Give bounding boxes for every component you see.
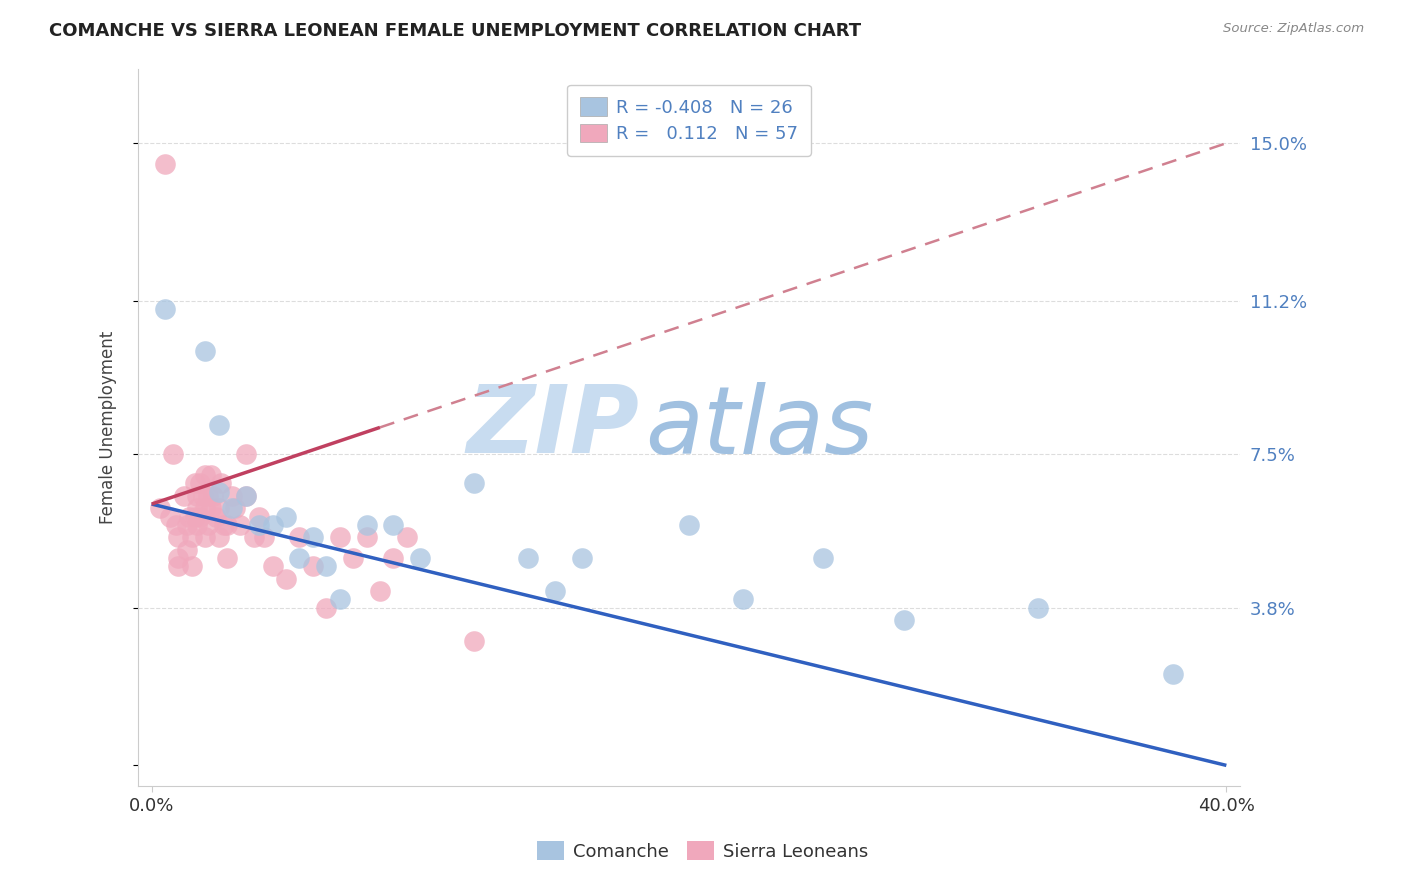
Point <box>208 501 231 516</box>
Point <box>188 476 211 491</box>
Legend: R = -0.408   N = 26, R =   0.112   N = 57: R = -0.408 N = 26, R = 0.112 N = 57 <box>567 85 811 156</box>
Point <box>183 476 205 491</box>
Point <box>247 509 270 524</box>
Point <box>262 517 284 532</box>
Point <box>200 501 222 516</box>
Point <box>208 418 231 433</box>
Point <box>463 634 485 648</box>
Point <box>202 489 225 503</box>
Point <box>274 509 297 524</box>
Point <box>194 343 217 358</box>
Point <box>382 551 405 566</box>
Legend: Comanche, Sierra Leoneans: Comanche, Sierra Leoneans <box>529 832 877 870</box>
Point <box>208 530 231 544</box>
Point <box>200 468 222 483</box>
Point <box>1161 667 1184 681</box>
Point <box>395 530 418 544</box>
Point <box>167 559 190 574</box>
Point <box>197 489 219 503</box>
Point <box>197 517 219 532</box>
Text: atlas: atlas <box>645 382 873 473</box>
Point <box>571 551 593 566</box>
Point <box>731 592 754 607</box>
Point <box>356 517 378 532</box>
Point <box>1026 600 1049 615</box>
Point <box>813 551 835 566</box>
Point <box>186 489 208 503</box>
Point <box>288 551 311 566</box>
Point <box>179 509 201 524</box>
Point <box>194 468 217 483</box>
Point <box>288 530 311 544</box>
Point <box>224 501 246 516</box>
Point <box>221 489 243 503</box>
Y-axis label: Female Unemployment: Female Unemployment <box>100 331 117 524</box>
Point <box>194 530 217 544</box>
Point <box>183 509 205 524</box>
Point <box>678 517 700 532</box>
Point <box>176 517 198 532</box>
Point <box>162 447 184 461</box>
Point <box>212 517 235 532</box>
Point <box>153 302 176 317</box>
Point <box>153 157 176 171</box>
Point <box>342 551 364 566</box>
Point <box>274 572 297 586</box>
Point <box>329 592 352 607</box>
Point <box>247 517 270 532</box>
Point <box>215 517 238 532</box>
Point <box>368 584 391 599</box>
Point <box>302 530 325 544</box>
Point <box>167 551 190 566</box>
Point <box>356 530 378 544</box>
Point <box>315 600 337 615</box>
Point <box>253 530 276 544</box>
Point <box>409 551 432 566</box>
Point <box>186 501 208 516</box>
Point <box>315 559 337 574</box>
Point <box>165 517 187 532</box>
Point <box>167 530 190 544</box>
Point <box>181 559 204 574</box>
Text: ZIP: ZIP <box>467 382 640 474</box>
Point <box>463 476 485 491</box>
Text: Source: ZipAtlas.com: Source: ZipAtlas.com <box>1223 22 1364 36</box>
Point <box>176 542 198 557</box>
Point <box>191 489 214 503</box>
Point <box>149 501 172 516</box>
Point <box>235 447 257 461</box>
Point <box>229 517 252 532</box>
Point <box>235 489 257 503</box>
Point <box>159 509 181 524</box>
Point <box>516 551 538 566</box>
Point <box>205 509 228 524</box>
Point <box>543 584 565 599</box>
Point <box>211 476 233 491</box>
Point <box>329 530 352 544</box>
Point <box>221 501 243 516</box>
Point <box>262 559 284 574</box>
Point <box>382 517 405 532</box>
Point <box>893 613 915 627</box>
Point <box>173 489 195 503</box>
Point <box>181 530 204 544</box>
Point <box>215 551 238 566</box>
Point <box>235 489 257 503</box>
Point <box>302 559 325 574</box>
Point <box>186 517 208 532</box>
Text: COMANCHE VS SIERRA LEONEAN FEMALE UNEMPLOYMENT CORRELATION CHART: COMANCHE VS SIERRA LEONEAN FEMALE UNEMPL… <box>49 22 862 40</box>
Point <box>194 501 217 516</box>
Point <box>208 484 231 499</box>
Point <box>242 530 264 544</box>
Point <box>188 509 211 524</box>
